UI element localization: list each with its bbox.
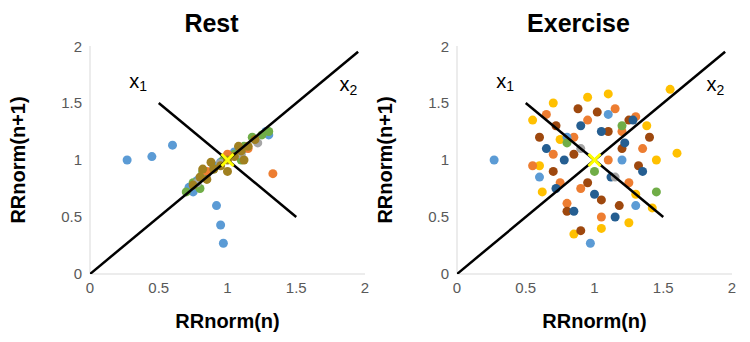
svg-text:2: 2 (361, 279, 369, 296)
svg-text:0.5: 0.5 (148, 279, 169, 296)
svg-text:RRnorm(n): RRnorm(n) (542, 310, 646, 332)
html-text:Exercise: Exercise (527, 9, 630, 37)
svg-text:1: 1 (223, 279, 231, 296)
svg-text:1.5: 1.5 (653, 279, 674, 296)
svg-text:2: 2 (728, 279, 736, 296)
svg-text:0: 0 (86, 279, 94, 296)
svg-text:2: 2 (74, 38, 82, 55)
svg-text:1.5: 1.5 (286, 279, 307, 296)
svg-text:x2: x2 (340, 73, 358, 97)
svg-text:0.5: 0.5 (61, 208, 82, 225)
svg-text:1.5: 1.5 (428, 94, 449, 111)
svg-text:RRnorm(n+1): RRnorm(n+1) (8, 96, 29, 223)
svg-text:1.5: 1.5 (61, 94, 82, 111)
svg-text:x1: x1 (496, 70, 514, 94)
svg-text:0: 0 (453, 279, 461, 296)
svg-text:x2: x2 (707, 73, 725, 97)
svg-text:2: 2 (441, 38, 449, 55)
svg-text:x1: x1 (129, 70, 147, 94)
svg-text:0.5: 0.5 (515, 279, 536, 296)
svg-text:0: 0 (74, 265, 82, 282)
svg-text:1: 1 (590, 279, 598, 296)
svg-text:RRnorm(n): RRnorm(n) (175, 310, 279, 332)
svg-text:0: 0 (441, 265, 449, 282)
html-text:Rest: Rest (184, 9, 239, 37)
svg-text:1: 1 (74, 151, 82, 168)
svg-text:1: 1 (441, 151, 449, 168)
svg-text:RRnorm(n+1): RRnorm(n+1) (375, 96, 396, 223)
svg-text:0.5: 0.5 (428, 208, 449, 225)
